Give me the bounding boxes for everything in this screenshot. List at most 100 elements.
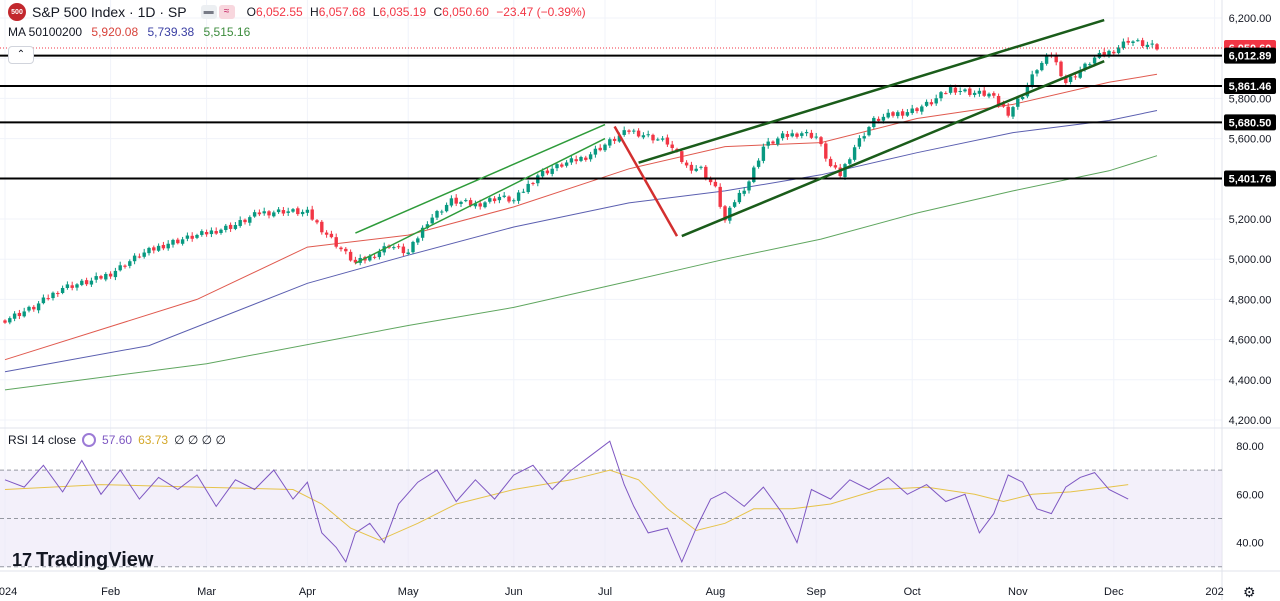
candle-body: [368, 255, 372, 261]
candle-body: [300, 211, 305, 215]
candle-body: [166, 243, 170, 249]
candle-body: [627, 130, 631, 132]
candle-body: [699, 166, 703, 168]
candle-body: [1030, 74, 1034, 86]
ma-legend[interactable]: MA 50100200 5,920.08 5,739.38 5,515.16: [8, 25, 256, 39]
candle-body: [17, 312, 22, 317]
rsi-lines: [4, 440, 1129, 564]
candle-body: [656, 139, 660, 141]
candle-body: [886, 112, 890, 118]
rsi-legend[interactable]: RSI 14 close 57.60 63.73 ∅ ∅ ∅ ∅: [8, 433, 226, 447]
ma50-value: 5,920.08: [91, 25, 139, 39]
candle-body: [454, 197, 458, 204]
moving-averages: [4, 73, 1158, 391]
candle-body: [694, 168, 698, 171]
candle-body: [723, 206, 727, 221]
candle-body: [219, 229, 223, 234]
rsi-sync-icon[interactable]: [82, 433, 97, 447]
candle-body: [377, 251, 382, 258]
trend-line-upper-channel-1: [355, 123, 606, 234]
ma200-value: 5,515.16: [203, 25, 251, 39]
candle-body: [968, 88, 972, 95]
candle-body: [862, 136, 866, 139]
candle-body: [243, 219, 247, 223]
candle-body: [497, 196, 502, 201]
price-label-text: 5,861.46: [1229, 81, 1272, 93]
indicator-toggles[interactable]: ▬ ≈: [200, 5, 235, 19]
ma-label: MA 50100200: [8, 25, 83, 39]
chevron-up-icon[interactable]: ⌃: [8, 46, 34, 64]
price-tick-label: 4,600.00: [1229, 335, 1272, 347]
candle-body: [435, 211, 439, 218]
candle-body: [152, 247, 156, 251]
candle-body: [334, 237, 338, 247]
candle-body: [795, 133, 799, 137]
candle-body: [555, 164, 559, 169]
tv-logo-icon: 17: [12, 550, 33, 570]
price-label-box: [1224, 114, 1276, 131]
candle-body: [660, 138, 665, 140]
candle-body: [896, 112, 900, 117]
candle-body: [579, 157, 583, 161]
candle-body: [569, 158, 574, 163]
candle-body: [665, 137, 670, 145]
price-label-box: [1224, 47, 1276, 64]
candle-body: [94, 276, 98, 280]
price-label-text: 6,012.89: [1229, 51, 1272, 63]
candle-body: [1011, 107, 1015, 117]
candle-body: [1040, 62, 1044, 71]
candle-body: [276, 209, 281, 213]
price-tick-label: 5,200.00: [1229, 214, 1272, 226]
candle-body: [1145, 44, 1150, 47]
candle-body: [310, 209, 314, 220]
candle-body: [646, 134, 650, 136]
candle-body: [560, 164, 564, 167]
approx-icon[interactable]: ≈: [218, 5, 235, 19]
candle-body: [132, 255, 137, 262]
candle-body: [416, 238, 420, 243]
candles: [3, 37, 1159, 325]
candle-body: [876, 118, 881, 121]
candle-body: [353, 259, 358, 263]
candle-body: [1102, 52, 1106, 56]
candle-body: [761, 146, 766, 161]
gear-icon[interactable]: ⚙: [1243, 584, 1256, 600]
candle-body: [1001, 103, 1006, 107]
candle-body: [176, 239, 180, 244]
candle-body: [123, 265, 127, 267]
candle-body: [948, 87, 953, 93]
candle-body: [411, 241, 415, 253]
candle-body: [819, 137, 823, 145]
candle-body: [780, 133, 785, 139]
candle-body: [891, 112, 895, 116]
minus-icon[interactable]: ▬: [200, 5, 217, 19]
candle-body: [80, 280, 84, 285]
candle-body: [291, 209, 295, 212]
candle-body: [742, 190, 746, 194]
candle-body: [118, 265, 122, 271]
candle-body: [425, 224, 430, 229]
candle-body: [756, 160, 761, 167]
candle-body: [89, 280, 94, 285]
candle-body: [612, 138, 617, 141]
trend-line-drop-line: [613, 125, 679, 237]
candle-body: [214, 231, 218, 234]
candle-body: [392, 247, 396, 249]
rsi-extras: ∅ ∅ ∅ ∅: [174, 433, 226, 447]
candle-body: [252, 212, 257, 217]
candle-body: [857, 138, 862, 147]
price-tick-label: 5,800.00: [1229, 93, 1272, 105]
candle-body: [776, 138, 780, 145]
candle-body: [1116, 47, 1121, 54]
candle-body: [70, 285, 74, 288]
candle-body: [603, 144, 607, 151]
time-tick-label: Jul: [598, 586, 612, 598]
candle-body: [502, 195, 506, 197]
candle-body: [1016, 98, 1020, 107]
symbol-title[interactable]: S&P 500 Index · 1D · SP: [32, 4, 187, 20]
candle-body: [670, 144, 674, 149]
candle-body: [99, 276, 103, 279]
tradingview-logo[interactable]: 17 TradingView: [12, 549, 153, 572]
time-tick-label: 202: [1205, 586, 1223, 598]
